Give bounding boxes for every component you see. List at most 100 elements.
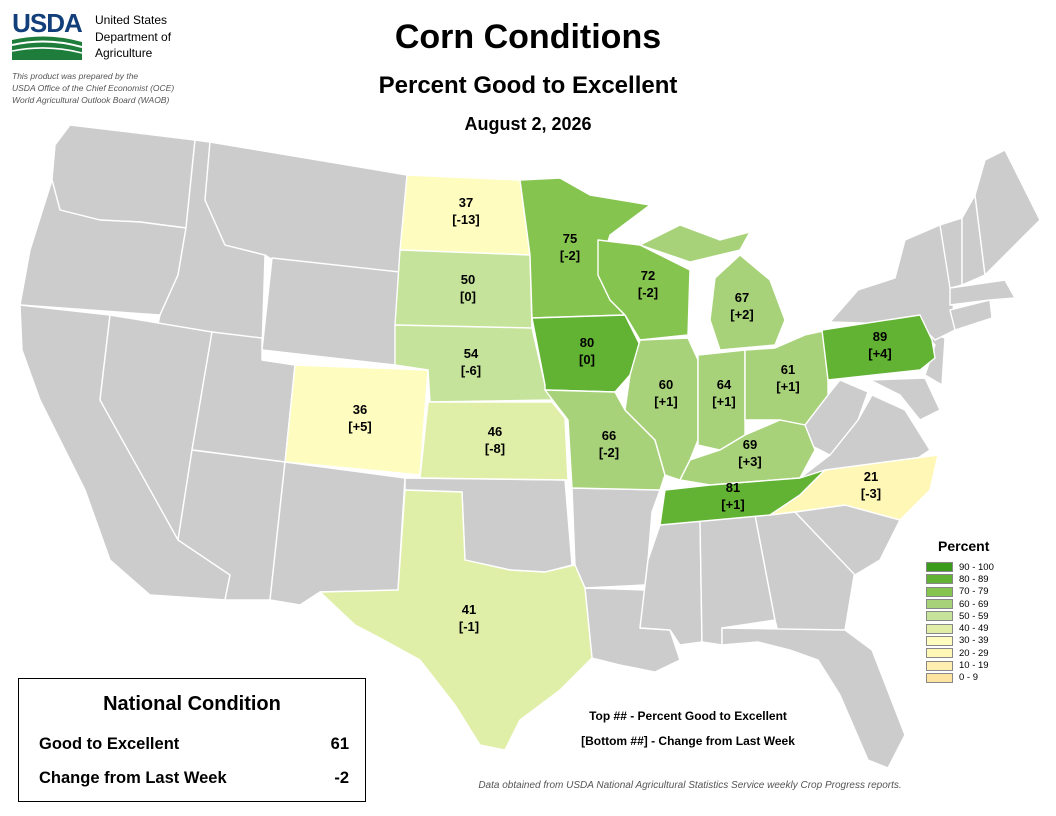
state-change-label: [0] [460,289,476,304]
state-massachusetts [949,279,1016,306]
legend-item: 90 - 100 [926,561,1036,573]
national-change-label: Change from Last Week [39,769,227,787]
state-north-carolina [769,454,939,521]
state-pennsylvania [821,314,936,381]
state-change-label: [+4] [868,346,891,361]
legend-label: 60 - 69 [959,598,989,610]
usda-logo: USDA [12,8,83,60]
state-value-label: 69 [743,437,757,452]
state-value-label: 61 [781,362,795,377]
legend-item: 80 - 89 [926,573,1036,585]
legend-label: 30 - 39 [959,635,989,647]
legend-swatch [926,562,953,573]
legend-label: 50 - 59 [959,610,989,622]
state-michigan-upper [639,224,751,263]
state-value-label: 36 [353,402,367,417]
state-value-label: 41 [462,602,476,617]
national-good-excellent-value: 61 [330,735,349,753]
agency-line: Agriculture [95,46,153,60]
state-change-label: [-2] [560,248,580,263]
credit-line: World Agricultural Outlook Board (WAOB) [12,95,170,105]
national-condition-box: National Condition Good to Excellent 61 … [18,678,366,802]
legend-label: 40 - 49 [959,623,989,635]
state-change-label: [-2] [638,285,658,300]
legend-item: 40 - 49 [926,622,1036,634]
state-change-label: [-8] [485,441,505,456]
legend-label: 80 - 89 [959,573,989,585]
legend-label: 20 - 29 [959,647,989,659]
national-good-excellent-label: Good to Excellent [39,735,180,753]
legend-item: 70 - 79 [926,586,1036,598]
state-change-label: [+1] [654,394,677,409]
national-change-row: Change from Last Week -2 [39,769,349,788]
state-change-label: [-13] [452,212,479,227]
note-bottom: [Bottom ##] - Change from Last Week [581,734,795,748]
state-value-label: 67 [735,290,749,305]
legend-item: 60 - 69 [926,598,1036,610]
state-maryland [869,377,941,421]
state-change-label: [+2] [730,307,753,322]
state-change-label: [-3] [861,486,881,501]
credit-line: This product was prepared by the [12,71,139,81]
state-value-label: 46 [488,424,502,439]
legend-label: 70 - 79 [959,586,989,598]
legend-label: 10 - 19 [959,660,989,672]
national-condition-title: National Condition [103,693,281,715]
legend-label: 0 - 9 [959,672,979,684]
agency-line: United States [95,13,168,27]
agency-name: United States Department of Agriculture [95,12,171,62]
credit-text: This product was prepared by the USDA Of… [12,70,174,106]
state-value-label: 54 [464,346,479,361]
state-connecticut [949,299,993,331]
note-top: Top ## - Percent Good to Excellent [589,709,787,723]
state-change-label: [+3] [738,454,761,469]
state-value-label: 21 [864,469,878,484]
state-wyoming [261,257,401,366]
state-new-mexico [269,461,406,606]
usda-logo-text: USDA [12,8,83,38]
agency-line: Department of [95,29,172,44]
legend-title: Percent [938,538,990,554]
legend-item: 30 - 39 [926,635,1036,647]
legend: Percent 90 - 100 80 - 89 70 - 79 60 - 69 50 … [926,538,1036,684]
legend-item: 50 - 59 [926,610,1036,622]
state-value-label: 37 [459,195,473,210]
legend-swatch [926,623,953,634]
legend-swatch [926,672,953,683]
usda-logo-mark [12,36,82,60]
legend-swatch [926,611,953,622]
state-colorado [284,364,429,476]
state-washington [51,124,196,229]
legend-swatch [926,586,953,597]
legend-swatch [926,574,953,585]
legend-swatch [926,660,953,671]
state-texas [319,489,593,751]
credit-line: USDA Office of the Chief Economist (OCE) [12,83,175,93]
state-change-label: [+1] [712,394,735,409]
state-value-label: 80 [580,335,594,350]
state-michigan [709,254,786,351]
state-florida [721,627,906,769]
state-value-label: 60 [659,377,673,392]
state-change-label: [+1] [721,497,744,512]
state-change-label: [+1] [776,379,799,394]
national-change-value: -2 [334,769,349,787]
state-value-label: 89 [873,329,887,344]
state-ohio [744,329,829,426]
legend-label: 90 - 100 [959,561,994,573]
national-good-excellent-row: Good to Excellent 61 [39,735,349,754]
page-subtitle: Percent Good to Excellent [378,72,678,99]
state-value-label: 72 [641,268,655,283]
legend-swatch [926,599,953,610]
state-value-label: 64 [717,377,732,392]
legend-swatch [926,635,953,646]
state-change-label: [-6] [461,363,481,378]
report-date: August 2, 2026 [464,114,592,134]
legend-item: 20 - 29 [926,647,1036,659]
legend-item: 0 - 9 [926,672,1036,684]
state-change-label: [+5] [348,419,371,434]
page-title: Corn Conditions [394,18,662,56]
state-nebraska [394,324,553,403]
state-change-label: [-2] [599,445,619,460]
